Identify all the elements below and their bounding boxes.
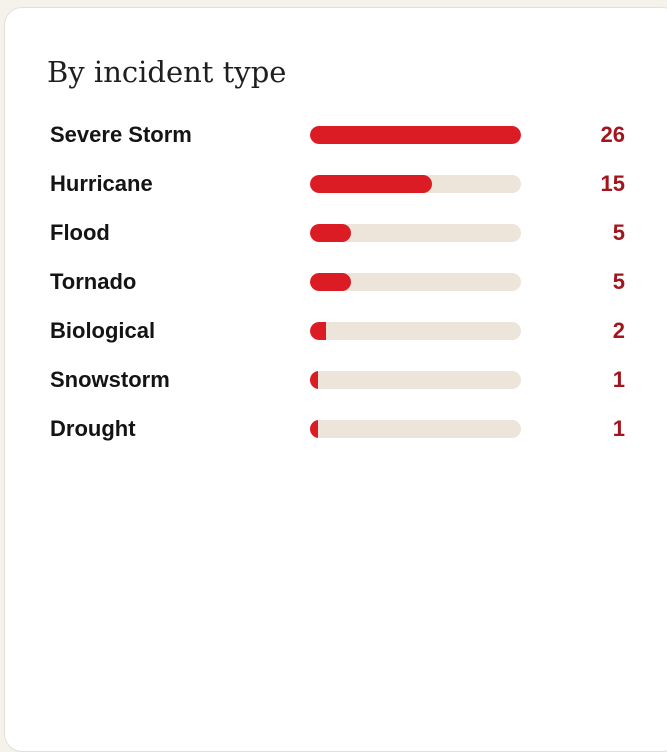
bar-fill: [310, 420, 318, 438]
bar-track: [310, 273, 521, 291]
bar-track: [310, 126, 521, 144]
bar-track: [310, 175, 521, 193]
bar-row: Tornado 5: [0, 262, 667, 302]
bar-fill: [310, 371, 318, 389]
bar-label: Tornado: [50, 269, 137, 294]
incident-type-bar-chart: Severe Storm 26 Hurricane 15 Flood 5 Tornado 5 B…: [0, 115, 667, 449]
bar-fill: [310, 175, 432, 193]
bar-row: Flood 5: [0, 213, 667, 253]
bar-fill: [310, 273, 351, 291]
bar-value: 5: [612, 220, 625, 245]
panel-title: By incident type: [47, 55, 287, 89]
bar-value: 1: [612, 416, 625, 441]
bar-row: Drought 1: [0, 409, 667, 449]
bar-row: Biological 2: [0, 311, 667, 351]
bar-value: 5: [612, 269, 625, 294]
bar-label: Hurricane: [50, 171, 153, 196]
bar-fill: [310, 126, 521, 144]
bar-track: [310, 371, 521, 389]
bar-label: Severe Storm: [50, 122, 192, 147]
bar-track: [310, 224, 521, 242]
bar-row: Hurricane 15: [0, 164, 667, 204]
bar-fill: [310, 322, 326, 340]
bar-value: 26: [600, 122, 625, 147]
bar-value: 2: [612, 318, 625, 343]
bar-track: [310, 420, 521, 438]
bar-fill: [310, 224, 351, 242]
bar-value: 1: [612, 367, 625, 392]
bar-label: Flood: [50, 220, 110, 245]
bar-value: 15: [600, 171, 625, 196]
bar-row: Severe Storm 26: [0, 115, 667, 155]
bar-row: Snowstorm 1: [0, 360, 667, 400]
bar-label: Drought: [50, 416, 136, 441]
bar-track: [310, 322, 521, 340]
bar-label: Snowstorm: [50, 367, 170, 392]
bar-label: Biological: [50, 318, 156, 343]
